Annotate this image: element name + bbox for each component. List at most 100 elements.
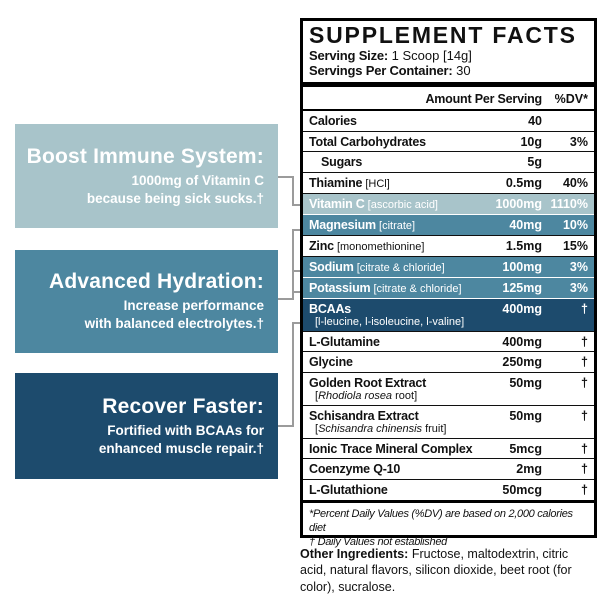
- amount-value: 1000mg: [495, 197, 542, 212]
- ingredient-name-cell: BCAAs [l-leucine, l-isoleucine, l-valine]: [309, 302, 476, 329]
- ingredient-name-cell: Coenzyme Q-10: [309, 462, 401, 477]
- facts-row-zinc: Zinc [monomethionine] 1.5mg 15%: [303, 235, 594, 256]
- amount-value: 40: [528, 113, 542, 128]
- ingredient-name-cell: Calories: [309, 113, 357, 128]
- connector-recover-to-bcaas: [292, 322, 301, 324]
- ingredient-name-cell: L-Glutathione: [309, 483, 388, 498]
- ingredient-source-line: [l-leucine, l-isoleucine, l-valine]: [315, 315, 465, 328]
- ingredient-name-cell: Potassium [citrate & chloride]: [309, 280, 462, 295]
- facts-row-calories: Calories 40: [303, 111, 594, 131]
- supplement-facts-panel: SUPPLEMENT FACTS Serving Size: 1 Scoop […: [300, 18, 597, 548]
- callout-line: Increase performance: [123, 298, 264, 314]
- connector-hydration-vertical: [292, 229, 294, 300]
- facts-row-total-carbohydrates: Total Carbohydrates 10g 3%: [303, 130, 594, 152]
- servings-per-container-line: Servings Per Container: 30: [309, 62, 588, 78]
- amount-value: 400mg: [502, 334, 542, 349]
- dv-value: 15%: [562, 239, 588, 254]
- facts-title: SUPPLEMENT FACTS: [309, 22, 577, 48]
- ingredient-name-cell: Total Carbohydrates: [309, 134, 426, 149]
- column-header-row: Amount Per Serving %DV*: [303, 87, 594, 111]
- dv-value: †: [581, 355, 588, 370]
- ingredient-name-cell: Ionic Trace Mineral Complex: [309, 441, 473, 456]
- serving-size-label: Serving Size:: [309, 47, 389, 63]
- facts-row-thiamine: Thiamine [HCl] 0.5mg 40%: [303, 172, 594, 193]
- amount-value: 100mg: [502, 260, 542, 275]
- connector-hydration-from-box: [278, 298, 294, 300]
- amount-value: 125mg: [502, 280, 542, 295]
- amount-per-serving-header: Amount Per Serving: [425, 91, 542, 106]
- dv-value: 3%: [569, 260, 588, 275]
- facts-rows: Calories 40 Total Carbohydrates 10g 3% Sugars…: [303, 111, 594, 500]
- footnote-dagger: † Daily Values not established: [309, 536, 447, 549]
- amount-value: 5mcg: [509, 441, 542, 456]
- callout-line: 1000mg of Vitamin C: [131, 172, 264, 188]
- connector-recover-vertical: [292, 322, 294, 427]
- servings-per-container-label: Servings Per Container:: [309, 62, 453, 78]
- facts-row-bcaas: BCAAs [l-leucine, l-isoleucine, l-valine]…: [303, 297, 594, 331]
- dv-value: †: [581, 483, 588, 498]
- ingredient-name-cell: Sugars: [321, 155, 363, 170]
- connector-immune-to-vitamin-c: [292, 204, 301, 206]
- callout-title: Boost Immune System:: [26, 144, 264, 168]
- amount-value: 10g: [520, 134, 542, 149]
- callout-title: Advanced Hydration:: [49, 270, 264, 294]
- facts-row-glycine: Glycine 250mg †: [303, 351, 594, 372]
- other-ingredients-label: Other Ingredients:: [300, 547, 409, 561]
- dv-value: †: [581, 334, 588, 349]
- facts-row-sodium: Sodium [citrate & chloride] 100mg 3%: [303, 256, 594, 277]
- servings-per-container-value: 30: [456, 62, 471, 78]
- facts-row-l-glutathione: L-Glutathione 50mcg †: [303, 479, 594, 500]
- callout-line: Fortified with BCAAs for: [107, 422, 264, 438]
- dv-value: 40%: [562, 176, 588, 191]
- connector-recover-from-box: [278, 425, 294, 427]
- ingredient-name-cell: Glycine: [309, 355, 353, 370]
- ingredient-source-line: [Rhodiola rosea root]: [315, 389, 418, 402]
- ingredient-name-cell: Golden Root Extract [Rhodiola rosea root]: [309, 376, 476, 403]
- facts-row-golden-root-extract: Golden Root Extract [Rhodiola rosea root]…: [303, 372, 594, 405]
- facts-row-schisandra-extract: Schisandra Extract [Schisandra chinensis …: [303, 404, 594, 438]
- amount-value: 5g: [527, 155, 542, 170]
- ingredient-source-line: [Schisandra chinensis fruit]: [315, 422, 447, 435]
- ingredient-name-cell: Schisandra Extract [Schisandra chinensis …: [309, 409, 476, 436]
- dv-header: %DV*: [554, 91, 588, 106]
- dv-value: †: [581, 301, 588, 316]
- amount-value: 2mg: [516, 462, 542, 477]
- footnote-block: *Percent Daily Values (%DV) are based on…: [303, 499, 594, 555]
- amount-value: 400mg: [502, 301, 542, 316]
- dv-value: 10%: [562, 218, 588, 233]
- amount-value: 40mg: [509, 218, 542, 233]
- dv-value: †: [581, 376, 588, 391]
- other-ingredients: Other Ingredients: Fructose, maltodextri…: [300, 546, 597, 595]
- connector-hydration-to-sodium: [292, 270, 301, 272]
- ingredient-name-cell: L-Glutamine: [309, 334, 380, 349]
- amount-value: 250mg: [502, 355, 542, 370]
- ingredient-name-cell: Magnesium [citrate]: [309, 218, 416, 233]
- facts-row-vitamin-c: Vitamin C [ascorbic acid] 1000mg 1110%: [303, 193, 594, 215]
- serving-size-line: Serving Size: 1 Scoop [14g]: [309, 47, 588, 63]
- connector-hydration-to-potassium: [292, 291, 301, 293]
- amount-value: 50mg: [509, 376, 542, 391]
- callout-boost-immune-system: Boost Immune System: 1000mg of Vitamin C…: [15, 124, 278, 228]
- callout-advanced-hydration: Advanced Hydration: Increase performance…: [15, 250, 278, 353]
- dv-value: †: [581, 462, 588, 477]
- facts-header-block: SUPPLEMENT FACTS Serving Size: 1 Scoop […: [303, 21, 594, 82]
- callout-title: Recover Faster:: [102, 394, 264, 418]
- ingredient-name-cell: Zinc [monomethionine]: [309, 239, 425, 254]
- dv-value: 3%: [569, 280, 588, 295]
- dv-value: 3%: [569, 134, 588, 149]
- callout-line: enhanced muscle repair.†: [98, 440, 264, 456]
- facts-row-ionic-trace-mineral-complex: Ionic Trace Mineral Complex 5mcg †: [303, 437, 594, 459]
- other-ingredients-text: Fructose, maltodextrin, citric acid, nat…: [300, 547, 572, 594]
- facts-row-sugars: Sugars 5g: [303, 151, 594, 172]
- amount-value: 50mg: [509, 408, 542, 423]
- connector-immune-vertical: [292, 176, 294, 206]
- facts-row-potassium: Potassium [citrate & chloride] 125mg 3%: [303, 276, 594, 298]
- callout-line: with balanced electrolytes.†: [84, 316, 264, 331]
- amount-value: 1.5mg: [505, 239, 542, 254]
- ingredient-name-cell: Thiamine [HCl]: [309, 176, 390, 191]
- dv-value: 1110%: [550, 197, 588, 212]
- facts-row-magnesium: Magnesium [citrate] 40mg 10%: [303, 214, 594, 236]
- callout-recover-faster: Recover Faster: Fortified with BCAAs for…: [15, 373, 278, 479]
- serving-size-value: 1 Scoop [14g]: [391, 47, 472, 63]
